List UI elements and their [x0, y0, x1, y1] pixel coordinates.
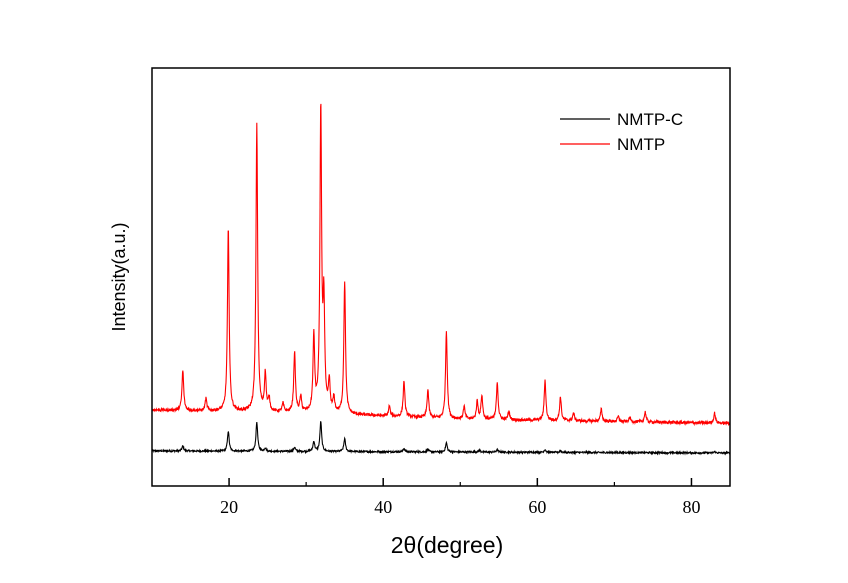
legend-label-nmtp: NMTP	[617, 135, 665, 154]
series-line-nmtp-c	[151, 421, 730, 456]
x-tick-label: 20	[220, 497, 238, 517]
x-axis-title: 2θ(degree)	[391, 532, 504, 558]
x-tick-label: 60	[528, 497, 546, 517]
y-axis-title: Intensity(a.u.)	[109, 222, 129, 331]
x-tick-label: 40	[374, 497, 392, 517]
plot-frame	[151, 67, 731, 487]
x-tick-label: 80	[682, 497, 700, 517]
series-line-nmtp	[151, 103, 730, 427]
legend: NMTP-C NMTP	[560, 110, 683, 154]
legend-label-nmtp-c: NMTP-C	[617, 110, 683, 129]
